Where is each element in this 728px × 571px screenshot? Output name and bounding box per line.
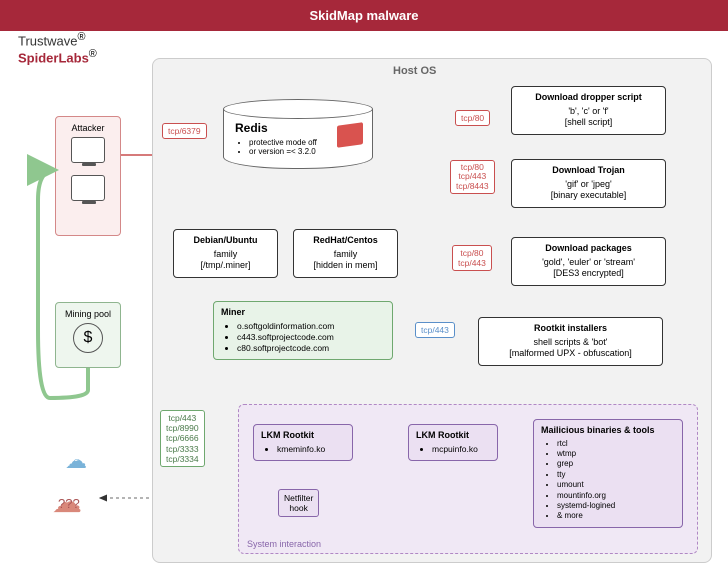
dollar-icon: $	[73, 323, 103, 353]
packages-node: Download packages 'gold', 'euler' or 'st…	[511, 237, 666, 286]
redis-b2: or version =< 3.2.0	[249, 147, 317, 156]
pool-label: Mining pool	[62, 309, 114, 319]
redis-node: Redis protective mode offor version =< 3…	[223, 99, 373, 174]
rootkit-installer-node: Rootkit installers shell scripts & 'bot'…	[478, 317, 663, 366]
debian-node: Debian/Ubuntu family [/tmp/.miner]	[173, 229, 278, 278]
cloud-icon: ☁☺	[65, 448, 99, 474]
lkm2-node: LKM Rootkit mcpuinfo.ko	[408, 424, 498, 461]
header-bar: SkidMap malware	[0, 0, 728, 31]
logo: Trustwave® SpiderLabs®	[18, 32, 97, 65]
laptop-icon	[71, 175, 105, 201]
lkm1-node: LKM Rootkit kmeminfo.ko	[253, 424, 353, 461]
host-os-label: Host OS	[393, 65, 436, 77]
logo-reg2: ®	[89, 48, 97, 60]
host-os-panel: Host OS Redis protective mode offor vers…	[152, 58, 712, 563]
redis-title: Redis	[235, 121, 317, 135]
port-trojan: tcp/80tcp/443tcp/8443	[450, 160, 495, 194]
dropper-node: Download dropper script 'b', 'c' or 'f' …	[511, 86, 666, 135]
port-dropper: tcp/80	[455, 110, 490, 126]
redis-icon	[337, 122, 363, 148]
attacker-label: Attacker	[62, 123, 114, 133]
logo-line1: Trustwave	[18, 33, 77, 48]
port-pkg: tcp/80tcp/443	[452, 245, 492, 271]
mining-pool-box: Mining pool $	[55, 302, 121, 368]
sysint-label: System interaction	[247, 539, 321, 549]
trojan-node: Download Trojan 'gif' or 'jpeg' [binary …	[511, 159, 666, 208]
laptop-icon	[71, 137, 105, 163]
port-redis: tcp/6379	[162, 123, 207, 139]
port-miner: tcp/443 tcp/8990 tcp/6666 tcp/3333 tcp/3…	[160, 410, 205, 467]
miner-node: Miner o.softgoldinformation.comc443.soft…	[213, 301, 393, 360]
attacker-box: Attacker	[55, 116, 121, 236]
logo-line2: SpiderLabs	[18, 50, 89, 65]
redis-b1: protective mode off	[249, 138, 317, 147]
logo-reg: ®	[77, 31, 85, 43]
port-rootkit: tcp/443	[415, 322, 455, 338]
redhat-node: RedHat/Centos family [hidden in mem]	[293, 229, 398, 278]
netfilter-node: Netfilterhook	[278, 489, 319, 517]
header-title: SkidMap malware	[309, 8, 418, 23]
cloud-question-icon: ☁???	[52, 485, 104, 520]
malicious-node: Mailicious binaries & tools rtclwtmpgrep…	[533, 419, 683, 528]
